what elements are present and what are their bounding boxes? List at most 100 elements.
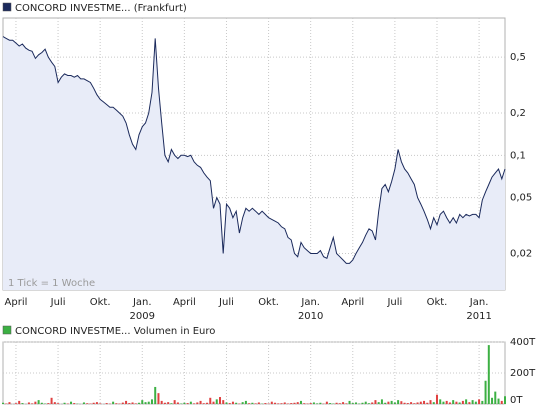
volume-bar: [387, 401, 390, 404]
legend-swatch: [2, 325, 12, 335]
x-tick-label: April: [341, 297, 364, 308]
volume-bar: [95, 402, 98, 404]
volume-bar: [478, 399, 481, 404]
volume-bar: [199, 400, 202, 404]
volume-bar: [426, 402, 429, 404]
volume-bar: [225, 402, 228, 404]
x-tick-label: Jan.: [300, 297, 320, 308]
x-tick-label: Jan.: [469, 297, 489, 308]
volume-bar: [235, 402, 238, 404]
volume-bar: [254, 403, 257, 404]
volume-bar: [361, 402, 364, 404]
volume-bar: [196, 402, 199, 404]
y-tick-label: 0,05: [510, 193, 532, 204]
volume-bar: [82, 402, 85, 404]
volume-bar: [487, 345, 490, 404]
volume-bar: [448, 402, 451, 404]
volume-bar: [491, 397, 494, 404]
volume-bar: [406, 403, 409, 404]
year-label: 2011: [466, 311, 491, 322]
volume-bar: [228, 403, 231, 404]
volume-bar: [150, 399, 153, 404]
volume-bar: [397, 400, 400, 404]
volume-bar: [474, 401, 477, 404]
volume-bar: [248, 403, 251, 404]
volume-bar: [251, 402, 254, 404]
volume-bar: [34, 401, 37, 404]
volume-bar: [18, 400, 21, 404]
volume-bar: [277, 403, 280, 404]
x-tick-label: Jan.: [132, 297, 152, 308]
volume-bar: [393, 402, 396, 404]
volume-bar: [416, 402, 419, 404]
legend-swatch: [2, 2, 12, 12]
volume-bar: [209, 397, 212, 404]
volume-bar: [186, 403, 189, 404]
volume-bar: [99, 403, 102, 404]
volume-bar: [384, 402, 387, 404]
volume-bar: [299, 400, 302, 404]
x-tick-label: April: [5, 297, 28, 308]
volume-bar: [410, 402, 413, 404]
volume-bar: [270, 401, 273, 404]
volume-bar: [290, 403, 293, 404]
volume-bar: [371, 402, 374, 404]
volume-bar: [128, 403, 131, 404]
y-tick-label: 0,1: [510, 150, 526, 161]
volume-bar: [345, 403, 348, 404]
volume-bar: [241, 402, 244, 404]
volume-frame: [2, 341, 506, 405]
volume-bar: [215, 399, 218, 404]
volume-bar: [413, 403, 416, 404]
volume-bar: [455, 401, 458, 404]
volume-bar: [504, 396, 506, 404]
y-tick-label: 400T: [510, 337, 536, 348]
price-line: [2, 36, 506, 264]
volume-bar: [377, 402, 380, 404]
volume-bar: [274, 402, 277, 404]
volume-bar: [222, 400, 225, 404]
volume-bar: [202, 403, 205, 404]
volume-bar: [419, 401, 422, 404]
volume-bar: [50, 397, 53, 404]
volume-bar: [173, 400, 176, 404]
x-tick-label: Juli: [386, 297, 402, 308]
volume-bar: [442, 401, 445, 404]
volume-bar: [335, 402, 338, 404]
y-tick-label: 0,5: [510, 52, 526, 63]
volume-bar: [2, 402, 4, 404]
volume-bar: [390, 400, 393, 404]
volume-bar: [461, 400, 464, 404]
volume-bar: [435, 394, 438, 404]
volume-bar: [452, 400, 455, 404]
volume-bar: [27, 402, 30, 404]
volume-bar: [264, 403, 267, 404]
volume-bar: [280, 403, 283, 404]
x-tick-label: Okt.: [258, 297, 279, 308]
volume-bar: [157, 393, 160, 404]
volume-bar: [14, 403, 17, 404]
volume-bar: [403, 402, 406, 404]
volume-bar: [367, 403, 370, 404]
volume-bar: [37, 400, 40, 404]
volume-title: CONCORD INVESTME... Volumen in Euro: [15, 326, 215, 337]
x-tick-label: Okt.: [90, 297, 111, 308]
volume-bar: [494, 391, 497, 404]
volume-bar: [283, 402, 286, 404]
y-tick-label: 0T: [510, 395, 523, 406]
volume-bar: [374, 400, 377, 404]
volume-bar: [138, 402, 141, 404]
volume-bar: [244, 400, 247, 404]
volume-bar: [125, 400, 128, 404]
volume-bar: [355, 402, 358, 404]
volume-bar: [70, 401, 73, 404]
volume-bar: [342, 402, 345, 404]
volume-bar: [429, 400, 432, 404]
x-tick-label: Okt.: [427, 297, 448, 308]
volume-bar: [105, 403, 108, 404]
volume-bar: [380, 399, 383, 404]
volume-bar: [439, 399, 442, 404]
volume-bar: [53, 402, 56, 404]
volume-bar: [47, 403, 50, 404]
